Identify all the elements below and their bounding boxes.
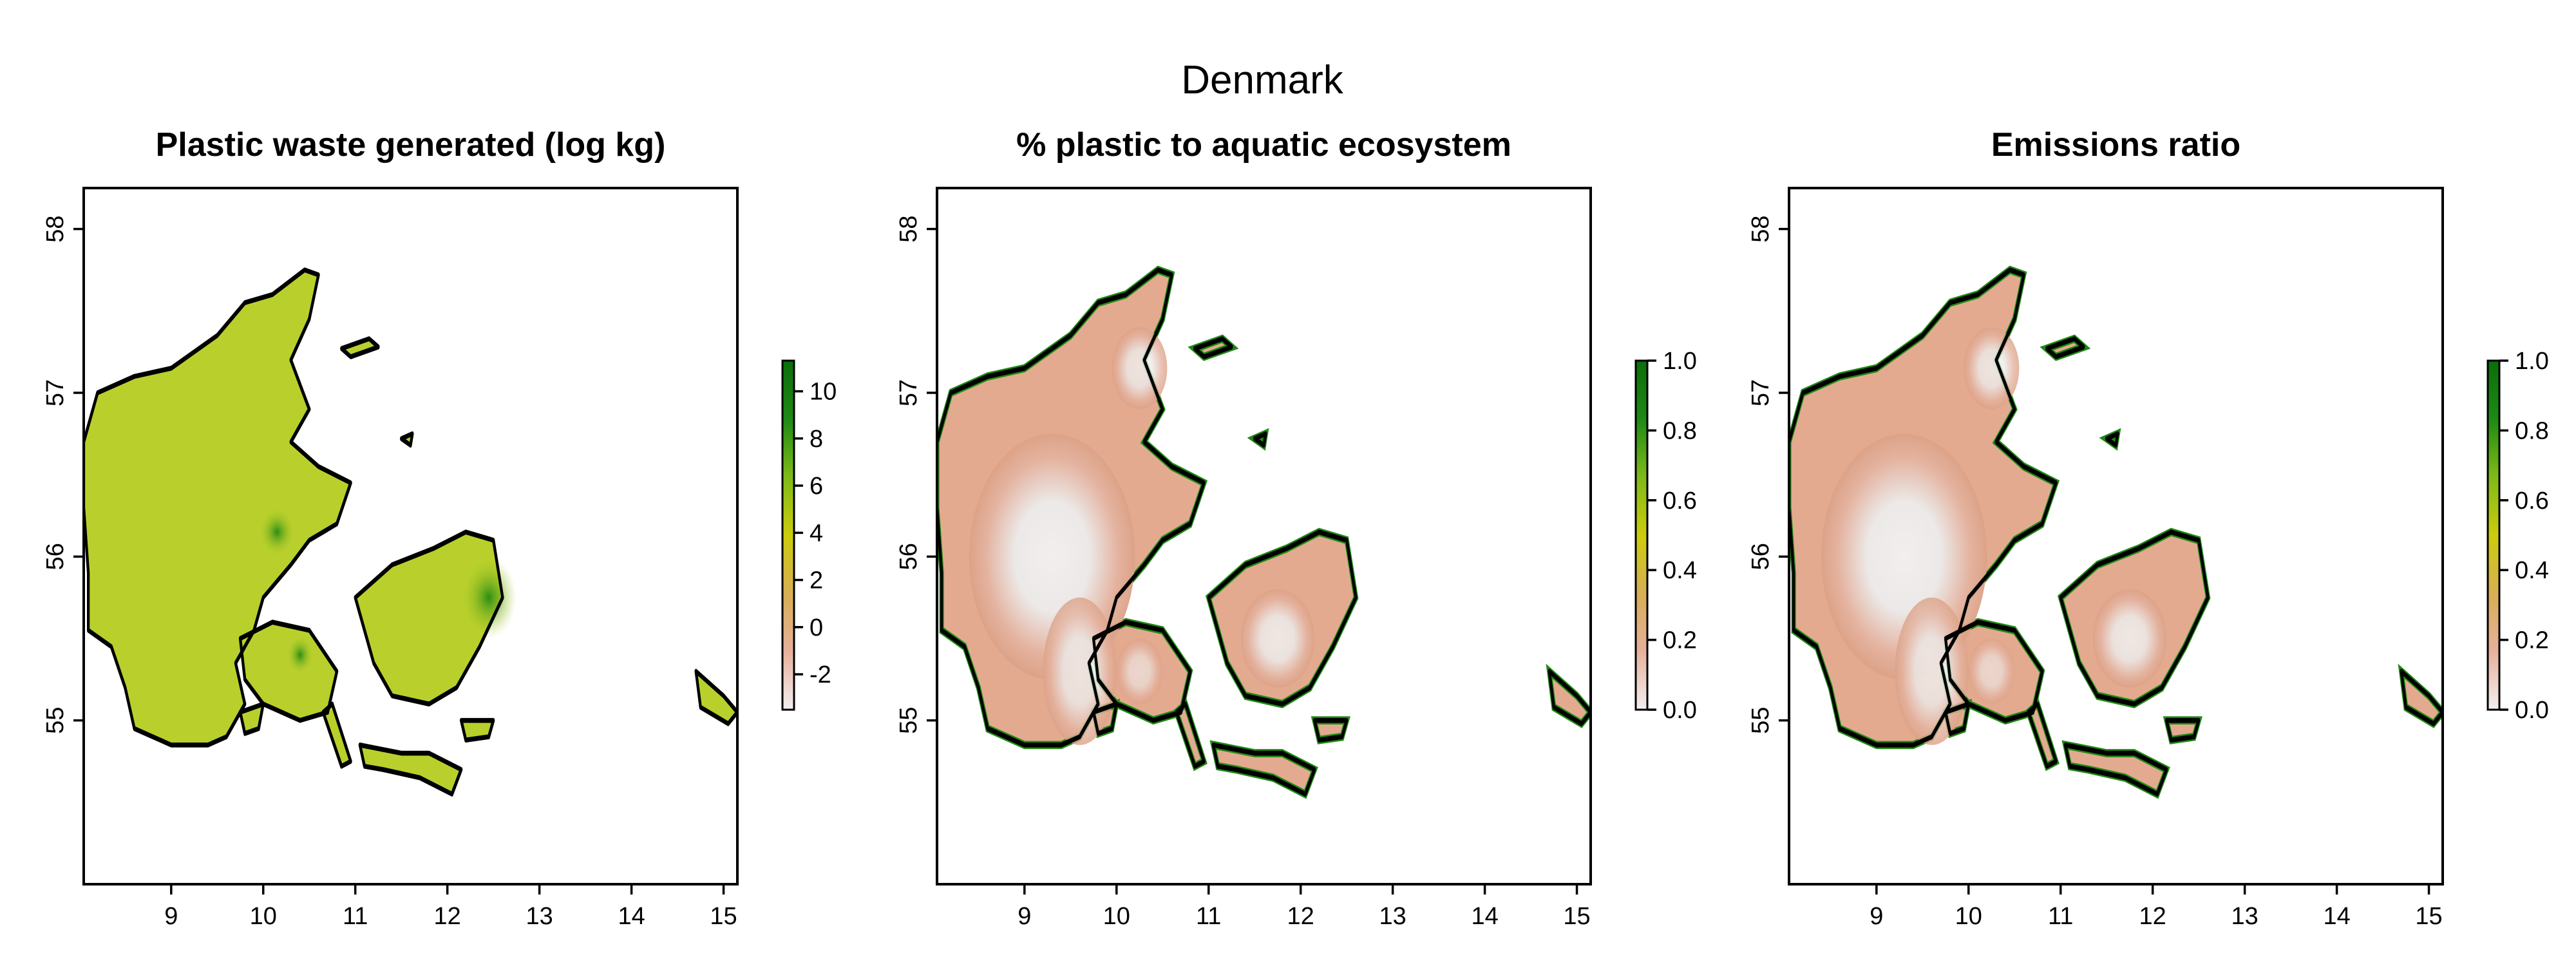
legend-tick-label: 10 (810, 379, 837, 406)
legend-tick-label: 0.6 (2515, 488, 2549, 515)
y-tick-label: 55 (1747, 707, 1774, 734)
legend-tick-label: -2 (810, 661, 831, 688)
x-tick-label: 15 (2415, 903, 2442, 930)
legend-tick-label: 0.8 (1663, 417, 1697, 444)
y-tick-label: 56 (42, 543, 69, 570)
legend-tick-label: 2 (810, 567, 823, 594)
legend-tick-label: 0.2 (1663, 627, 1697, 654)
x-tick-label: 15 (1563, 903, 1590, 930)
map-panel-2: % plastic to aquatic ecosystem 9 10 11 12 13 1… (895, 126, 1697, 930)
figure-title: Denmark (1181, 58, 1344, 102)
x-tick-label: 14 (1471, 903, 1498, 930)
x-tick-label: 10 (1103, 903, 1130, 930)
y-tick-label: 56 (1747, 543, 1774, 570)
x-tick-label: 13 (526, 903, 553, 930)
x-tick-label: 9 (164, 903, 178, 930)
legend-tick-label: 0.0 (1663, 697, 1697, 724)
x-tick-label: 12 (1287, 903, 1314, 930)
panel-title: % plastic to aquatic ecosystem (1016, 126, 1511, 164)
panel-title: Plastic waste generated (log kg) (156, 126, 666, 164)
x-tick-label: 11 (2048, 903, 2073, 930)
legend-tick-label: 8 (810, 426, 823, 453)
x-tick-label: 9 (1870, 903, 1883, 930)
legend-tick-label: 1.0 (2515, 348, 2549, 375)
denmark-land (84, 267, 737, 797)
y-tick-label: 55 (42, 707, 69, 734)
x-tick-label: 9 (1018, 903, 1031, 930)
legend-colorbar: 1.0 0.8 0.6 0.4 0.2 0.0 (1634, 348, 1697, 724)
x-tick-label: 13 (1379, 903, 1406, 930)
x-tick-label: 14 (618, 903, 645, 930)
legend-tick-label: 0.6 (1663, 488, 1697, 515)
map-panel-1: Plastic waste generated (log kg) 9 10 11 12 1… (42, 126, 837, 930)
y-tick-label: 58 (42, 215, 69, 242)
legend-tick-label: 1.0 (1663, 348, 1697, 375)
y-tick-label: 57 (1747, 379, 1774, 406)
x-tick-label: 12 (434, 903, 461, 930)
legend-tick-label: 0.8 (2515, 417, 2549, 444)
denmark-land (937, 265, 1591, 799)
legend-tick-label: 0.2 (2515, 627, 2549, 654)
legend-tick-label: 0.0 (2515, 697, 2549, 724)
y-tick-label: 58 (895, 215, 922, 242)
y-tick-label: 57 (42, 379, 69, 406)
legend-colorbar: 10 8 6 4 2 0 -2 (781, 359, 837, 711)
legend-tick-label: 0.4 (2515, 557, 2549, 584)
legend-tick-label: 0 (810, 614, 823, 641)
x-tick-label: 13 (2231, 903, 2259, 930)
x-tick-label: 11 (343, 903, 368, 930)
y-tick-label: 55 (895, 707, 922, 734)
y-tick-label: 56 (895, 543, 922, 570)
denmark-land (1789, 265, 2443, 799)
x-tick-label: 10 (250, 903, 277, 930)
y-tick-label: 58 (1747, 215, 1774, 242)
x-tick-label: 14 (2323, 903, 2350, 930)
x-tick-label: 12 (2139, 903, 2166, 930)
legend-tick-label: 4 (810, 520, 823, 547)
map-panel-3: Emissions ratio 9 10 11 12 13 14 15 55 56 57 58 1.0 0… (1747, 126, 2549, 930)
x-tick-label: 15 (710, 903, 737, 930)
map-panels: Plastic waste generated (log kg) 9 10 11 12 1… (42, 126, 2549, 930)
legend-tick-label: 0.4 (1663, 557, 1697, 584)
x-tick-label: 11 (1196, 903, 1221, 930)
y-tick-label: 57 (895, 379, 922, 406)
legend-tick-label: 6 (810, 473, 823, 500)
panel-title: Emissions ratio (1991, 126, 2240, 164)
x-tick-label: 10 (1955, 903, 1982, 930)
legend-colorbar: 1.0 0.8 0.6 0.4 0.2 0.0 (2486, 348, 2549, 724)
